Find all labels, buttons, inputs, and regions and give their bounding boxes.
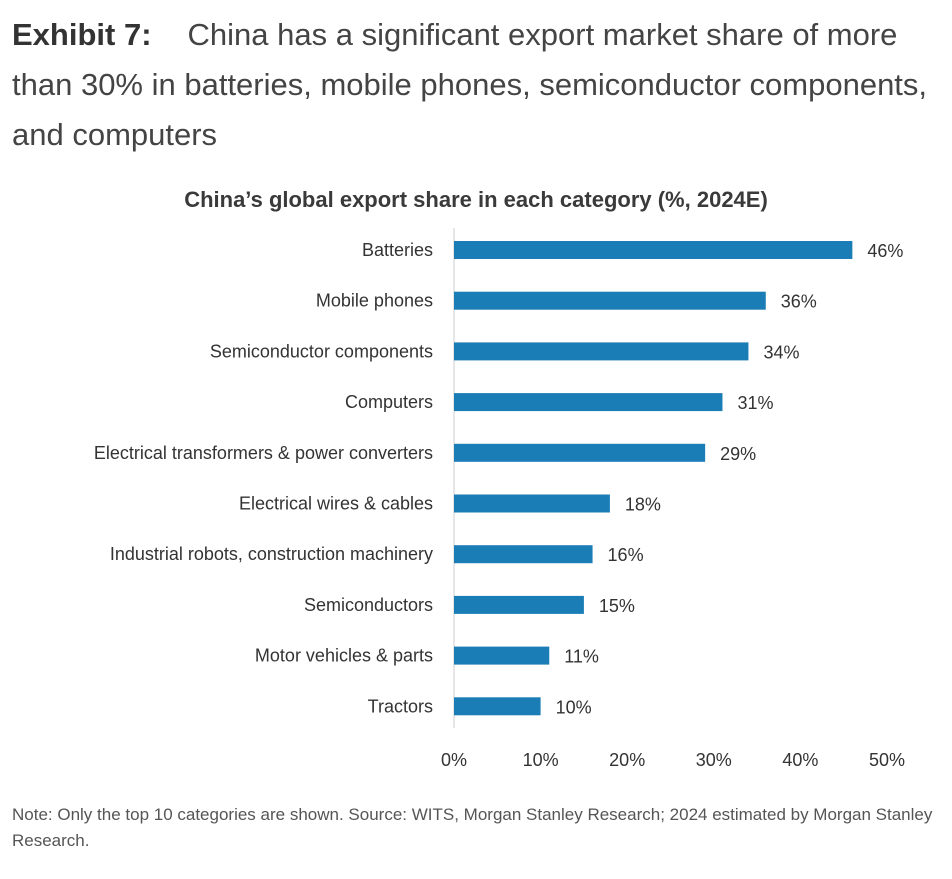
- category-label: Motor vehicles & parts: [255, 646, 433, 666]
- x-tick-label: 30%: [696, 750, 732, 770]
- bar: [454, 241, 853, 259]
- x-tick-label: 50%: [869, 750, 905, 770]
- exhibit-label: Exhibit 7:: [12, 17, 152, 52]
- exhibit-header: Exhibit 7: China has a significant export…: [12, 10, 937, 160]
- category-label: Electrical transformers & power converte…: [94, 443, 433, 463]
- category-label: Computers: [345, 392, 433, 412]
- source-note: Note: Only the top 10 categories are sho…: [12, 805, 933, 850]
- exhibit-title: China has a significant export market sh…: [12, 17, 928, 152]
- category-label: Mobile phones: [316, 291, 433, 311]
- bar: [454, 646, 550, 665]
- chart-title: China’s global export share in each cate…: [184, 187, 768, 212]
- bar: [454, 443, 706, 462]
- data-label: 29%: [720, 444, 756, 464]
- category-label: Batteries: [362, 240, 433, 260]
- bar: [454, 595, 584, 614]
- category-label: Industrial robots, construction machiner…: [110, 544, 433, 564]
- data-label: 16%: [608, 545, 644, 565]
- bar: [454, 291, 766, 310]
- bar: [454, 494, 610, 513]
- bar: [454, 697, 541, 716]
- x-tick-label: 40%: [782, 750, 818, 770]
- bar: [454, 545, 593, 564]
- bar: [454, 393, 723, 412]
- bar: [454, 342, 749, 361]
- data-label: 18%: [625, 495, 661, 515]
- x-tick-label: 0%: [441, 750, 467, 770]
- data-label: 31%: [737, 393, 773, 413]
- data-label: 11%: [564, 647, 599, 667]
- category-label: Electrical wires & cables: [239, 494, 433, 514]
- data-label: 15%: [599, 596, 635, 616]
- category-label: Tractors: [368, 696, 433, 716]
- data-label: 10%: [556, 697, 592, 717]
- data-label: 46%: [867, 241, 903, 261]
- data-label: 36%: [781, 292, 817, 312]
- data-label: 34%: [763, 342, 799, 362]
- category-label: Semiconductors: [304, 595, 433, 615]
- x-tick-label: 10%: [523, 750, 559, 770]
- category-label: Semiconductor components: [210, 341, 433, 361]
- x-tick-label: 20%: [609, 750, 645, 770]
